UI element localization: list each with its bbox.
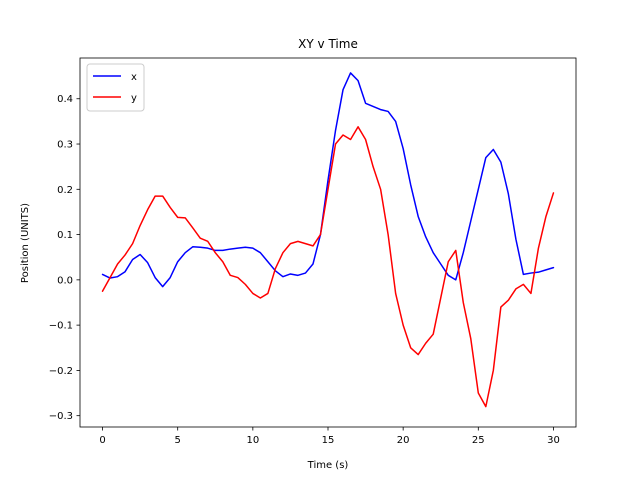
series-line-y [101,126,555,408]
plot-background [80,58,576,427]
x-axis-label: Time (s) [307,460,349,471]
axes-layer: 0 5 10 15 20 25 30 −0.3 −0.2 −0.1 0.0 0.1 0.2 0.3 0.4 [49,57,577,446]
y-tick-label: 0.4 [57,94,73,105]
chart-title: XY v Time [298,37,358,51]
x-tick-label: 5 [175,435,181,446]
series-line-x [101,72,555,288]
x-tick-label: 30 [547,435,560,446]
legend-label-y: y [131,93,137,104]
series-layer [101,72,555,408]
x-tick-label: 15 [322,435,335,446]
y-axis-label: Position (UNITS) [20,203,31,283]
plot-area [80,58,576,427]
x-tick-label: 10 [246,435,259,446]
x-tick-label: 20 [397,435,410,446]
y-tick-label: −0.1 [49,321,73,332]
y-tick-label: 0.0 [57,275,73,286]
y-tick-label: 0.2 [57,185,73,196]
y-tick-label: −0.3 [49,411,73,422]
x-tick-label: 25 [472,435,485,446]
y-tick-label: 0.3 [57,140,73,151]
y-tick-label: −0.2 [49,366,73,377]
legend: xy [86,63,145,112]
legend-label-x: x [131,72,137,83]
y-tick-label: 0.1 [57,230,73,241]
x-tick-label: 0 [99,435,105,446]
